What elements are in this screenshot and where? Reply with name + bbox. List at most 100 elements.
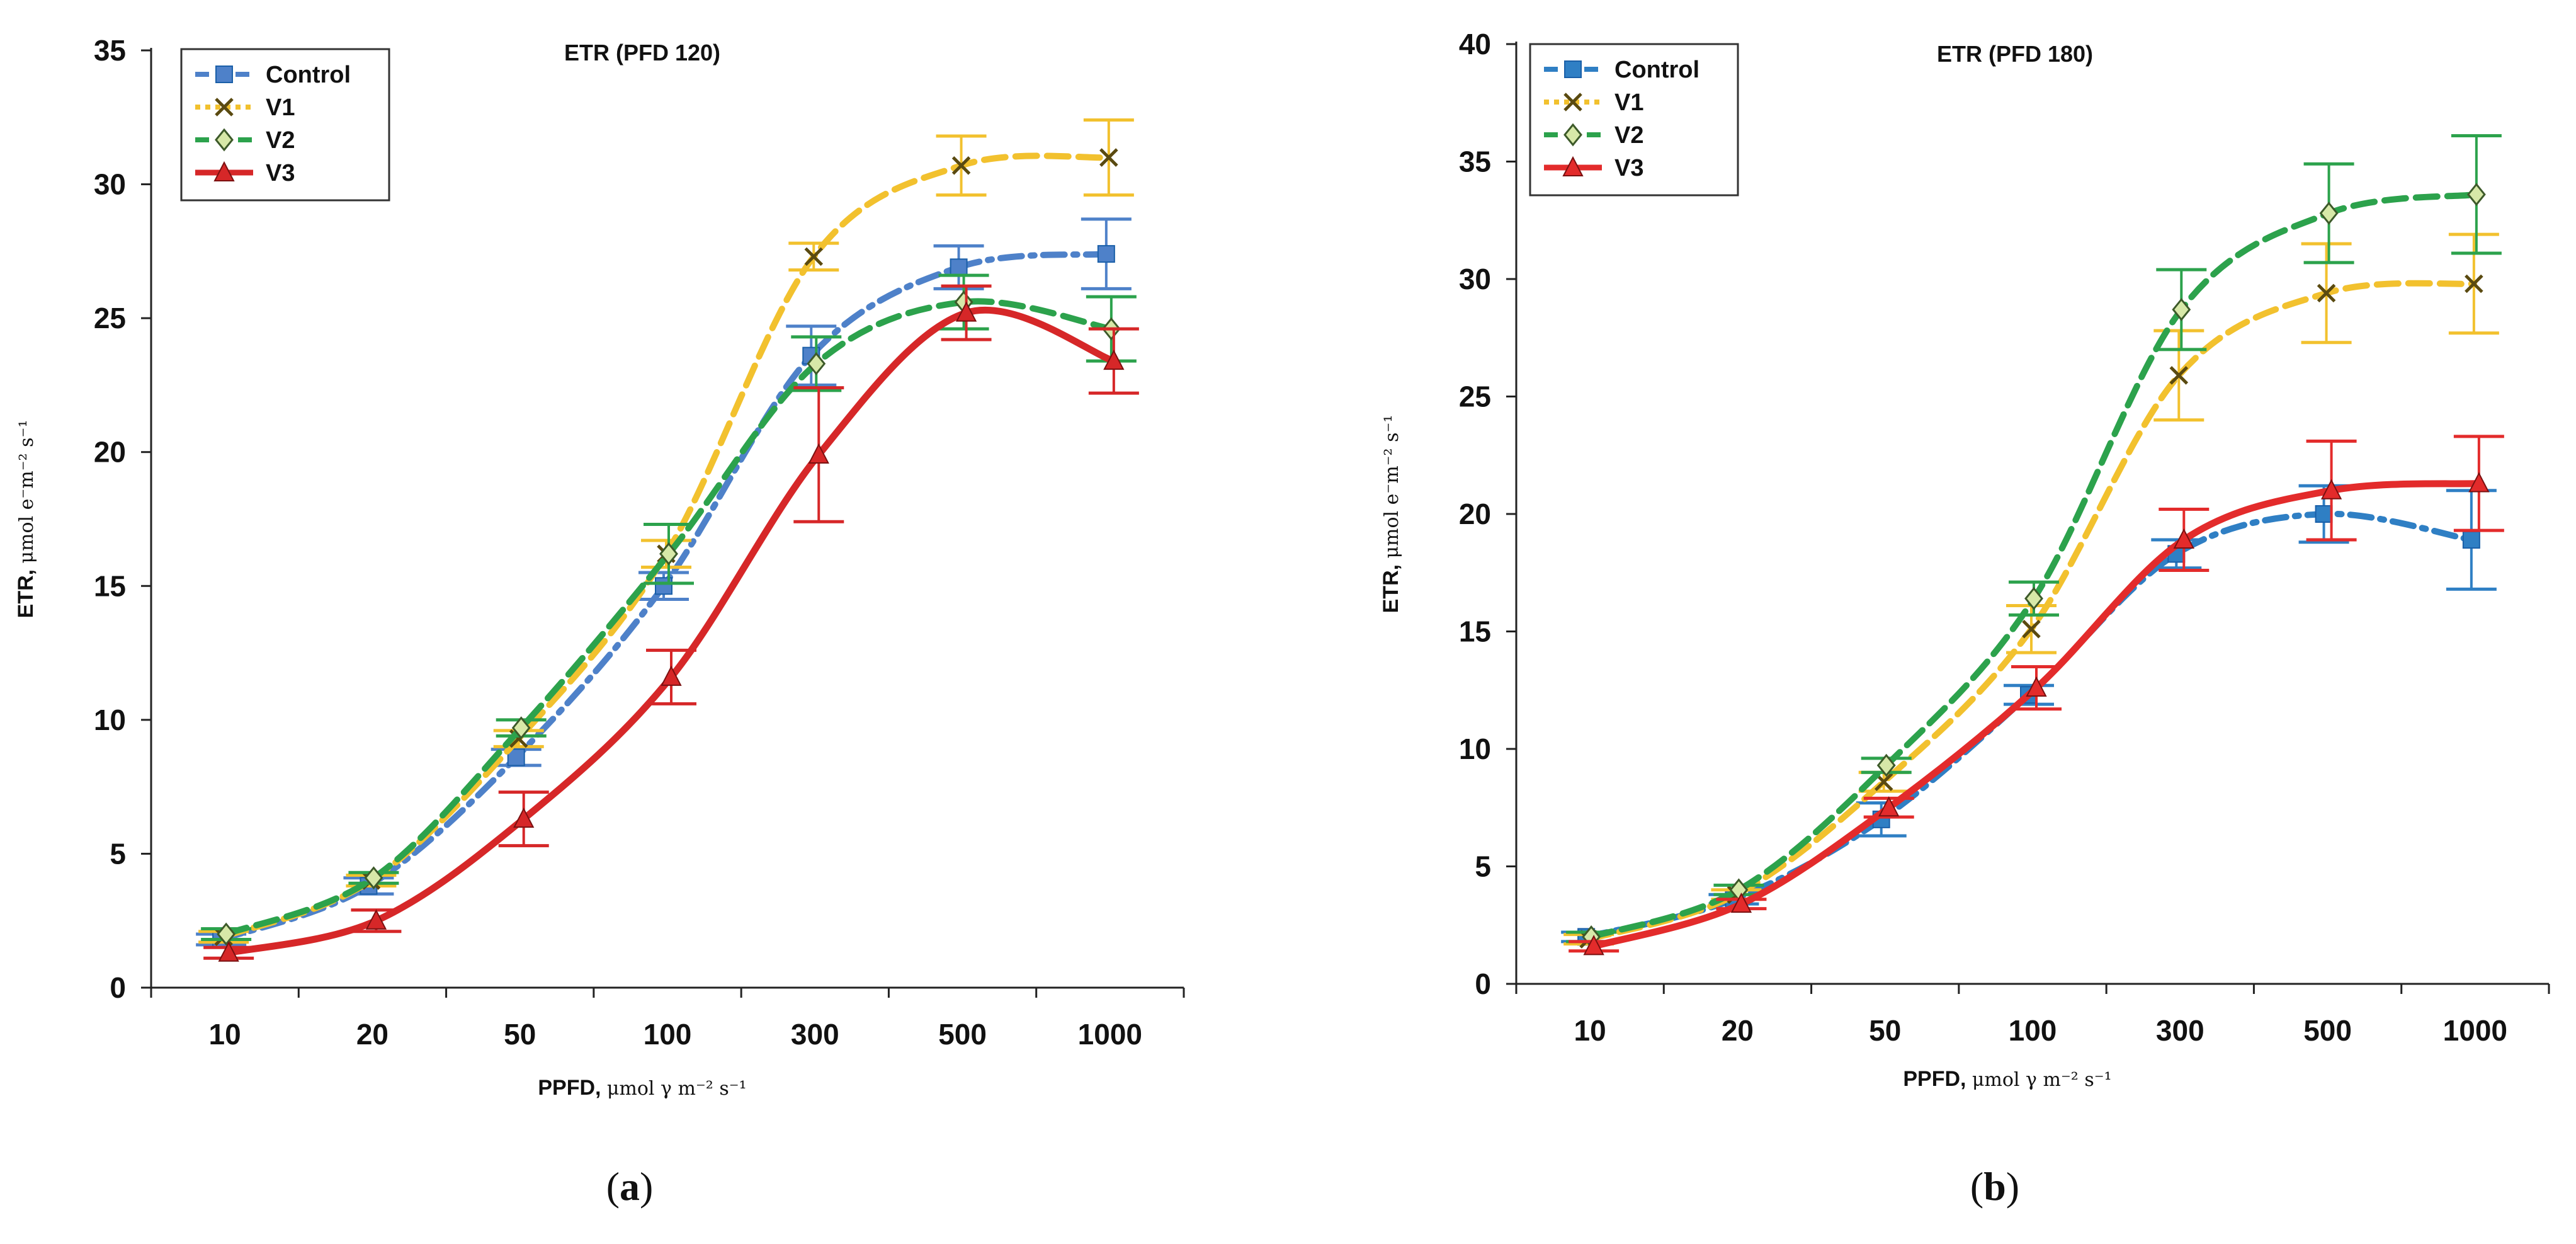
series-control <box>196 217 1132 949</box>
marker-x <box>804 247 824 266</box>
marker-square <box>950 258 968 277</box>
series-line <box>1588 191 2480 940</box>
y-axis-unit: μmol e⁻m⁻² s⁻¹ <box>16 420 38 564</box>
marker-square <box>215 66 233 83</box>
marker-triangle <box>808 443 829 464</box>
marker-diamond <box>2466 183 2486 207</box>
marker-diamond <box>2024 586 2043 610</box>
legend-item: Control <box>195 62 351 88</box>
x-tick-label: 500 <box>2303 1014 2352 1047</box>
legend-label: V3 <box>266 160 295 186</box>
x-axis-label: PPFD, μmol γ m⁻² s⁻¹ <box>1903 1067 2111 1091</box>
legend-item: V2 <box>1544 122 1643 149</box>
y-tick-label: 0 <box>110 971 126 1004</box>
marker-diamond <box>659 542 678 566</box>
y-tick-label: 10 <box>94 704 126 736</box>
marker-triangle <box>1878 796 1900 817</box>
legend-label: V2 <box>1614 122 1643 149</box>
marker-x <box>2317 283 2336 303</box>
y-tick-label: 5 <box>110 837 126 870</box>
x-tick-label: 1000 <box>1078 1018 1142 1051</box>
panel-label: (a) <box>606 1164 654 1209</box>
x-axis-unit: μmol γ m⁻² s⁻¹ <box>607 1078 747 1100</box>
marker-x <box>2022 620 2041 639</box>
panel-a: 0 5 10 15 20 25 30 35 10 20 50 100 300 500 1000 ETR (PF… <box>14 34 1185 1209</box>
x-axis-unit: μmol γ m⁻² s⁻¹ <box>1972 1069 2112 1091</box>
x-tick-label: 500 <box>938 1018 987 1051</box>
marker-triangle <box>1103 349 1125 370</box>
panel-letter: b <box>1983 1164 2006 1209</box>
y-tick-label: 20 <box>94 436 126 469</box>
legend-label: Control <box>266 62 351 88</box>
series-v3 <box>1569 435 2504 956</box>
marker-square <box>1097 245 1115 263</box>
x-tick-label: 50 <box>1869 1014 1901 1047</box>
y-tick-label: 20 <box>1459 498 1491 530</box>
y-tick-label: 25 <box>1459 380 1491 413</box>
marker-x <box>2169 366 2189 385</box>
x-tick-label: 20 <box>1722 1014 1754 1047</box>
marker-triangle <box>2173 528 2194 549</box>
marker-triangle <box>2026 676 2047 697</box>
y-tick-label: 35 <box>1459 146 1491 178</box>
legend-label: V2 <box>266 127 295 154</box>
marker-triangle <box>955 301 977 322</box>
y-tick-label: 15 <box>94 569 126 602</box>
marker-diamond <box>2319 202 2339 225</box>
y-axis-label: ETR, μmol e⁻m⁻² s⁻¹ <box>1379 415 1403 613</box>
legend-item: V1 <box>1544 89 1643 116</box>
y-tick-label: 15 <box>1459 615 1491 648</box>
marker-triangle <box>1730 893 1752 913</box>
marker-diamond <box>364 866 383 890</box>
marker-diamond <box>1876 753 1896 777</box>
marker-diamond <box>217 922 236 946</box>
legend-item: V2 <box>195 127 295 154</box>
marker-triangle <box>661 665 682 686</box>
legend-item: V3 <box>195 160 295 186</box>
x-tick-label: 20 <box>356 1018 389 1051</box>
y-tick-label: 35 <box>94 34 126 67</box>
legend-item: V1 <box>195 94 295 121</box>
x-tick-label: 10 <box>1574 1014 1606 1047</box>
marker-triangle <box>2320 479 2342 499</box>
y-tick-label: 10 <box>1459 733 1491 765</box>
legend: Control V1 V2 V3 <box>1529 43 1739 197</box>
panel-b: 0 5 10 15 20 25 30 35 40 10 20 50 100 300 500 1000 ETR (… <box>1379 28 2550 1209</box>
legend: Control V1 V2 V3 <box>180 48 390 202</box>
legend-item: V3 <box>1544 155 1643 181</box>
series-v3 <box>203 284 1139 962</box>
marker-x <box>215 98 234 117</box>
y-tick-label: 30 <box>1459 263 1491 295</box>
marker-diamond <box>2172 298 2191 321</box>
marker-triangle <box>218 941 239 962</box>
legend-label: V3 <box>1614 155 1643 181</box>
y-tick-label: 0 <box>1475 967 1491 1000</box>
marker-x <box>951 156 971 175</box>
marker-square <box>2315 505 2333 523</box>
x-tick-label: 100 <box>644 1018 692 1051</box>
legend-label: V1 <box>1614 89 1643 116</box>
panel-label: (b) <box>1970 1164 2019 1209</box>
chart-title: ETR (PFD 180) <box>1937 41 2093 67</box>
y-axis-unit: μmol e⁻m⁻² s⁻¹ <box>1381 415 1403 559</box>
y-tick-label: 25 <box>94 302 126 334</box>
marker-x <box>1563 93 1582 111</box>
marker-triangle <box>213 161 235 181</box>
marker-diamond <box>1563 123 1582 147</box>
legend-item: Control <box>1544 57 1699 83</box>
marker-triangle <box>1562 156 1584 176</box>
marker-diamond <box>511 716 531 739</box>
marker-triangle <box>1583 935 1604 956</box>
marker-square <box>2462 531 2480 549</box>
x-tick-label: 100 <box>2009 1014 2057 1047</box>
legend-label: Control <box>1614 57 1699 83</box>
marker-x <box>1099 148 1118 167</box>
marker-triangle <box>513 807 535 828</box>
marker-triangle <box>2468 472 2490 493</box>
x-tick-label: 10 <box>209 1018 241 1051</box>
y-tick-label: 40 <box>1459 28 1491 60</box>
marker-diamond <box>215 128 234 152</box>
chart-title: ETR (PFD 120) <box>564 40 720 66</box>
